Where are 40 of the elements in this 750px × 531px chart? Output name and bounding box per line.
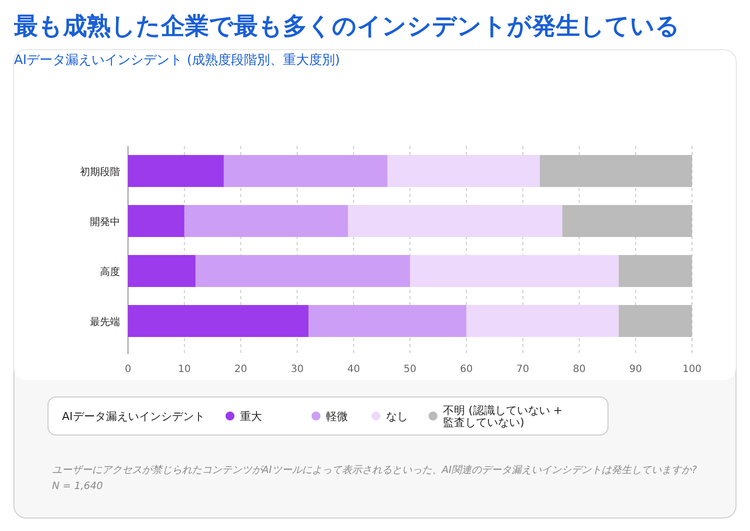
bar <box>196 255 410 287</box>
text: ユーザーにアクセスが禁じられたコンテンツがAIツールによって表示されるといった、AI関連のデータ漏えいインシデントは発生していますか? <box>52 464 698 476</box>
bar <box>128 155 224 187</box>
y-tick-label: 最先端 <box>90 316 120 328</box>
y-tick-label: 高度 <box>100 266 120 278</box>
x-tick-label: 50 <box>404 364 416 375</box>
x-tick-label: 20 <box>234 364 248 375</box>
bar <box>562 205 692 237</box>
y-tick-label: 開発中 <box>90 216 120 228</box>
bar <box>466 305 619 337</box>
legend-label: 軽微 <box>326 410 348 423</box>
bar <box>128 205 184 237</box>
legend-title: AIデータ漏えいインシデント <box>62 410 205 423</box>
bar <box>224 155 388 187</box>
bar <box>410 255 619 287</box>
x-tick-label: 80 <box>572 364 586 375</box>
x-tick-label: 10 <box>178 364 191 375</box>
bar <box>128 255 196 287</box>
x-tick-label: 60 <box>460 364 473 375</box>
bar <box>618 255 692 287</box>
x-tick-label: 100 <box>682 364 702 375</box>
x-tick-label: 30 <box>290 364 304 375</box>
legend-label: 重大 <box>240 410 262 423</box>
bar <box>540 155 692 187</box>
bar <box>308 305 466 337</box>
legend-label: 不明 (認識していない + 監査していない) <box>443 404 563 429</box>
chart-title: 最も成熟した企業で最も多くのインシデントが発生している <box>13 12 680 40</box>
x-tick-label: 70 <box>516 364 530 375</box>
x-tick-label: 0 <box>124 364 132 375</box>
text: N = 1,640 <box>52 481 103 492</box>
bar <box>184 205 348 237</box>
bar <box>618 305 692 337</box>
bar <box>128 305 308 337</box>
legend-label: なし <box>386 410 408 423</box>
x-tick-label: 40 <box>347 364 360 375</box>
bar <box>387 155 540 187</box>
chart-subtitle: AIデータ漏えいインシデント (成熟度段階別、重大度別) <box>14 52 340 68</box>
x-tick-label: 90 <box>629 364 642 375</box>
y-tick-label: 初期段階 <box>80 166 120 178</box>
bar <box>348 205 562 237</box>
